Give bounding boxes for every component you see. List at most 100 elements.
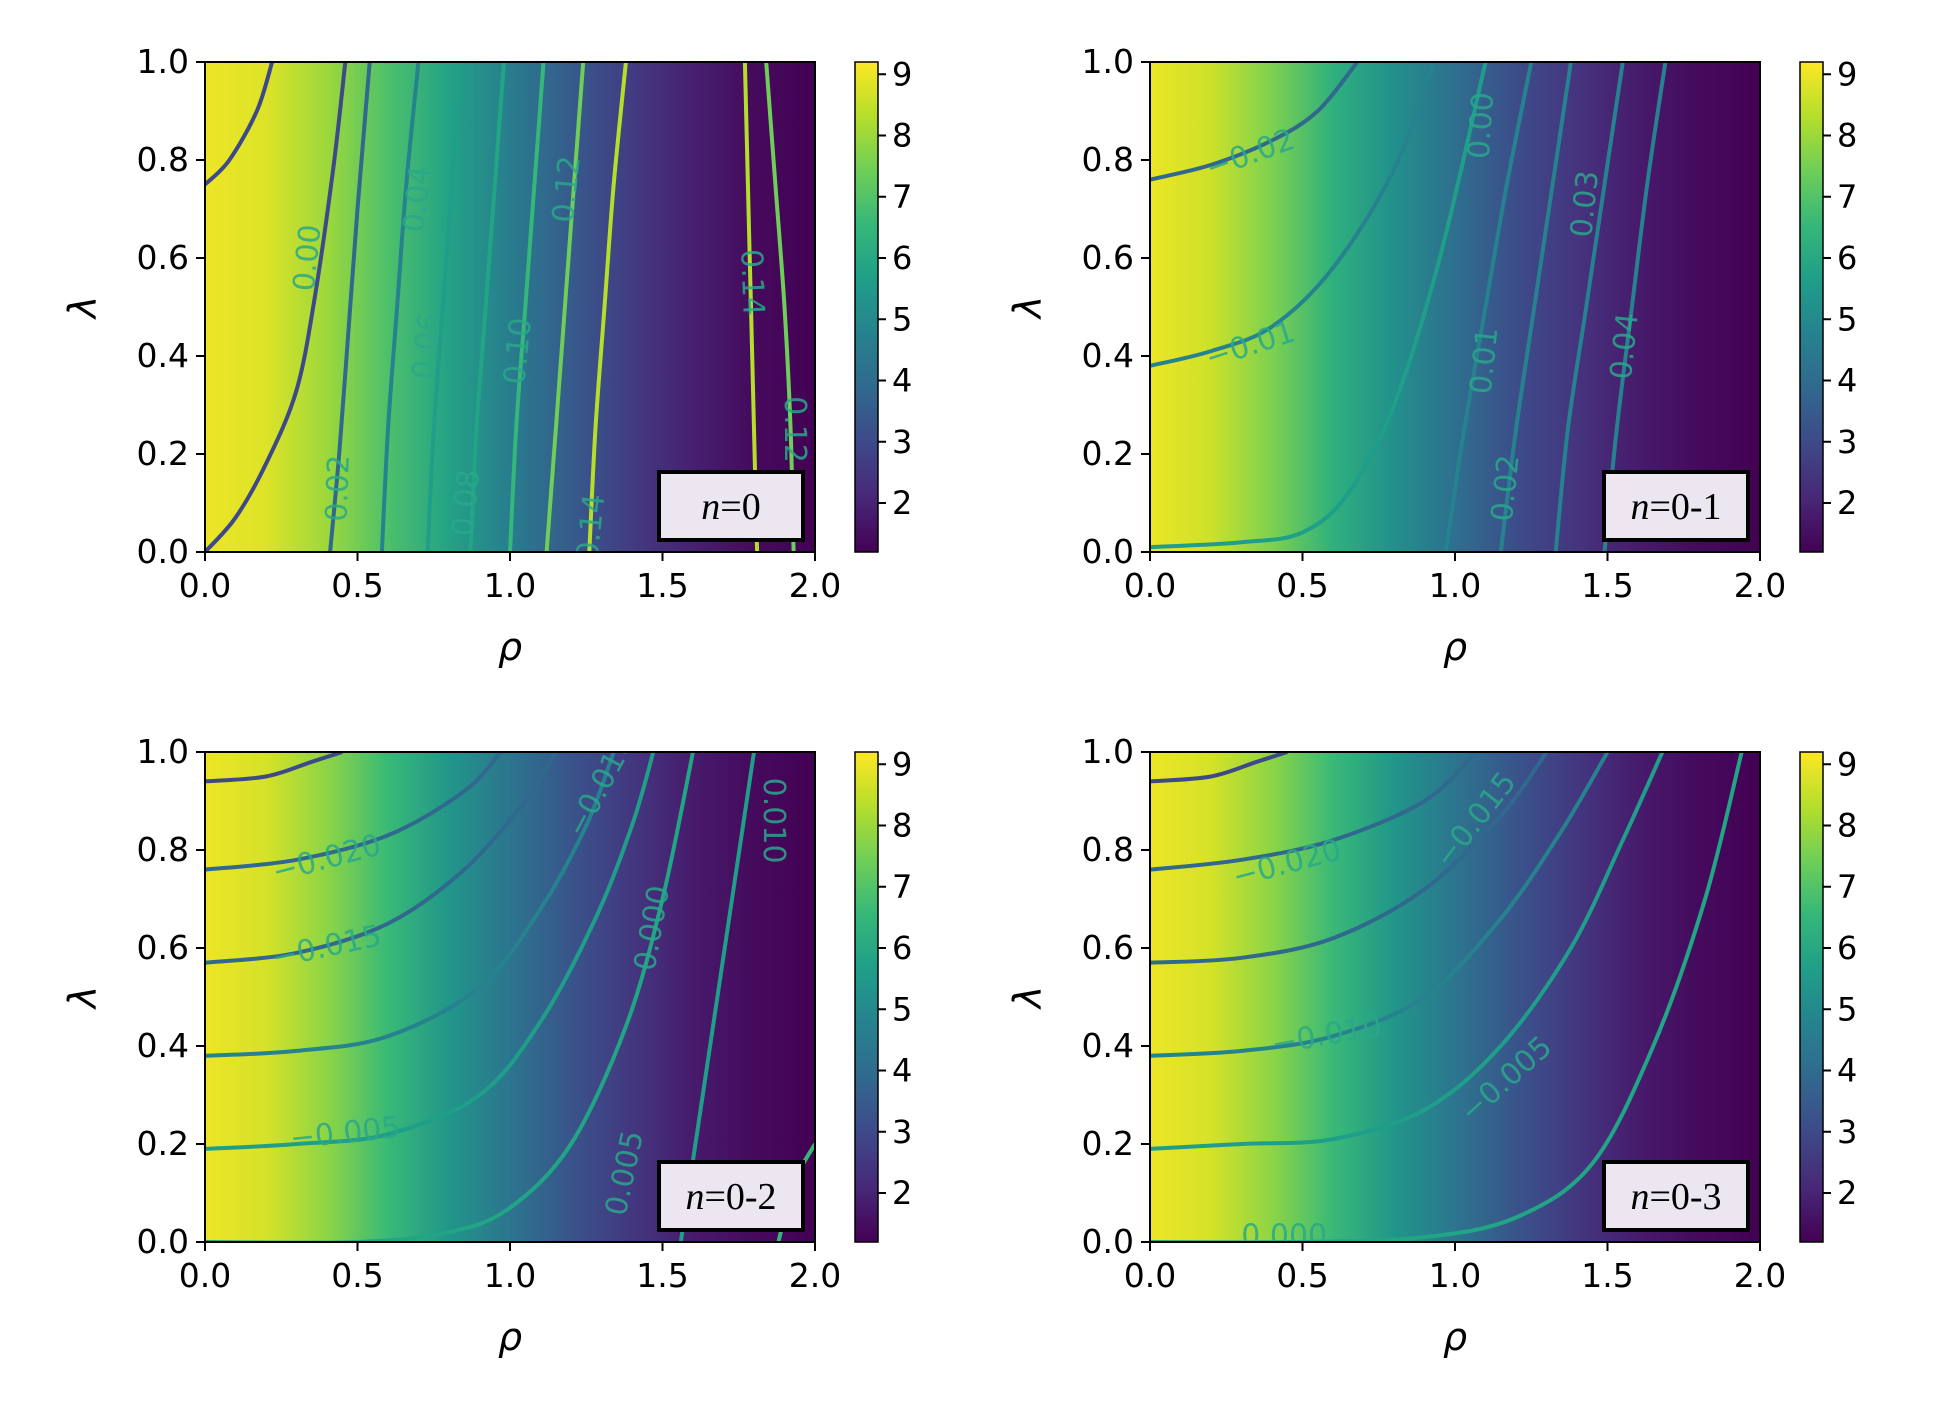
y-axis-label: λ — [1006, 296, 1050, 321]
y-tick-label: 0.4 — [1082, 336, 1134, 375]
y-tick-label: 0.0 — [1082, 1222, 1134, 1261]
x-tick-label: 1.5 — [1581, 1256, 1633, 1295]
x-tick-label: 0.0 — [179, 1256, 231, 1295]
y-tick-label: 0.0 — [1082, 532, 1134, 571]
colorbar-tick-label: 7 — [892, 868, 912, 906]
contour-line — [205, 752, 558, 965]
colorbar-tick-label: 6 — [1837, 929, 1857, 967]
y-tick-label: 0.2 — [1082, 434, 1134, 473]
y-tick-label: 0.4 — [137, 1026, 189, 1065]
contour-line — [205, 752, 343, 784]
panel-label: n=0-3 — [1630, 1176, 1721, 1218]
contour-label: 0.12 — [546, 154, 588, 224]
colorbar-tick-label: 9 — [892, 55, 912, 93]
colorbar-tick-label: 5 — [1837, 990, 1857, 1028]
contour-label: 0.04 — [1604, 311, 1646, 381]
colorbar — [1799, 751, 1824, 1243]
colorbar-tick-label: 4 — [892, 362, 912, 400]
colorbar-tick-label: 8 — [892, 117, 912, 155]
y-tick-label: 0.4 — [137, 336, 189, 375]
x-tick-label: 0.5 — [1276, 566, 1328, 605]
contour-line — [1150, 62, 1359, 182]
contour-label: 0.00 — [1462, 91, 1502, 160]
contour-line — [205, 752, 656, 1151]
x-tick-label: 0.0 — [1124, 1256, 1176, 1295]
colorbar-tick-label: 2 — [892, 484, 912, 522]
colorbar-tick-label: 2 — [1837, 1174, 1857, 1212]
colorbar-tick-label: 5 — [892, 990, 912, 1028]
contour-line — [1443, 62, 1534, 552]
contour-label: 0.01 — [1464, 326, 1506, 396]
y-tick-label: 0.6 — [1082, 928, 1134, 967]
panel-label-box — [657, 470, 805, 542]
contour-line — [468, 62, 506, 552]
y-tick-label: 0.2 — [137, 434, 189, 473]
panel-label-box — [1602, 1160, 1750, 1232]
y-axis-label: λ — [61, 296, 105, 321]
panel-label: n=0-2 — [685, 1176, 776, 1218]
contour-label: 0.12 — [777, 396, 812, 463]
y-tick-label: 0.8 — [1082, 830, 1134, 869]
x-tick-label: 1.0 — [1429, 566, 1481, 605]
colorbar-tick-label: 3 — [1837, 1113, 1857, 1151]
contour-line — [587, 62, 628, 552]
colorbar-tick-label: 8 — [1837, 807, 1857, 845]
colorbar-tick-label: 3 — [1837, 423, 1857, 461]
contour-line — [205, 62, 348, 552]
x-axis-label: ρ — [1443, 1315, 1467, 1359]
colorbar-tick-label: 8 — [1837, 117, 1857, 155]
colorbar-tick-label: 6 — [1837, 239, 1857, 277]
contour-label: 0.000 — [1241, 1219, 1327, 1254]
contour-line — [1150, 752, 1665, 1151]
y-axis-label: λ — [61, 986, 105, 1011]
x-tick-label: 1.5 — [636, 1256, 688, 1295]
x-axis-label: ρ — [498, 1315, 522, 1359]
colorbar — [1799, 61, 1824, 553]
colorbar — [854, 61, 879, 553]
panel-n0-1: −0.02−0.010.000.010.020.030.040.0 0.5 1.0 1… — [1006, 42, 1858, 669]
colorbar-tick-label: 5 — [1837, 300, 1857, 338]
x-tick-label: 1.5 — [636, 566, 688, 605]
y-tick-label: 1.0 — [1082, 732, 1134, 771]
contour-line — [1150, 752, 1549, 965]
x-tick-label: 0.0 — [179, 566, 231, 605]
contour-line — [1150, 752, 1610, 1058]
panel-label-box — [657, 1160, 805, 1232]
colorbar-tick-label: 2 — [892, 1174, 912, 1212]
colorbar-tick-label: 7 — [1837, 868, 1857, 906]
colorbar-tick-label: 9 — [892, 745, 912, 783]
contour-line — [508, 62, 546, 552]
y-tick-label: 0.0 — [137, 532, 189, 571]
contour-label: 0.04 — [397, 164, 439, 234]
y-tick-label: 0.8 — [1082, 140, 1134, 179]
contour-label: 0.02 — [320, 454, 357, 522]
y-tick-label: 0.6 — [1082, 238, 1134, 277]
contour-label: 0.06 — [406, 311, 448, 381]
colorbar-tick-label: 4 — [1837, 362, 1857, 400]
y-tick-label: 0.0 — [137, 1222, 189, 1261]
x-tick-label: 2.0 — [789, 1256, 841, 1295]
contour-label: 0.010 — [756, 778, 791, 864]
contour-line — [1553, 62, 1625, 552]
y-tick-label: 0.4 — [1082, 1026, 1134, 1065]
y-axis-label: λ — [1006, 986, 1050, 1011]
contour-line — [205, 62, 275, 186]
colorbar-tick-label: 6 — [892, 929, 912, 967]
y-tick-label: 0.6 — [137, 928, 189, 967]
contour-line — [1498, 62, 1573, 552]
x-tick-label: 1.0 — [1429, 1256, 1481, 1295]
y-tick-label: 1.0 — [137, 42, 189, 81]
panel-n0-2: −0.020−0.015−0.010−0.0050.0000.0050.0100… — [61, 732, 913, 1359]
x-axis-label: ρ — [498, 625, 522, 669]
x-tick-label: 1.0 — [484, 566, 536, 605]
colorbar-tick-label: 6 — [892, 239, 912, 277]
x-tick-label: 0.0 — [1124, 566, 1176, 605]
panel-label: n=0 — [701, 486, 760, 528]
contour-line — [1150, 752, 1288, 784]
colorbar-tick-label: 4 — [1837, 1052, 1857, 1090]
colorbar-tick-label: 8 — [892, 807, 912, 845]
x-axis-label: ρ — [1443, 625, 1467, 669]
colorbar — [854, 751, 879, 1243]
